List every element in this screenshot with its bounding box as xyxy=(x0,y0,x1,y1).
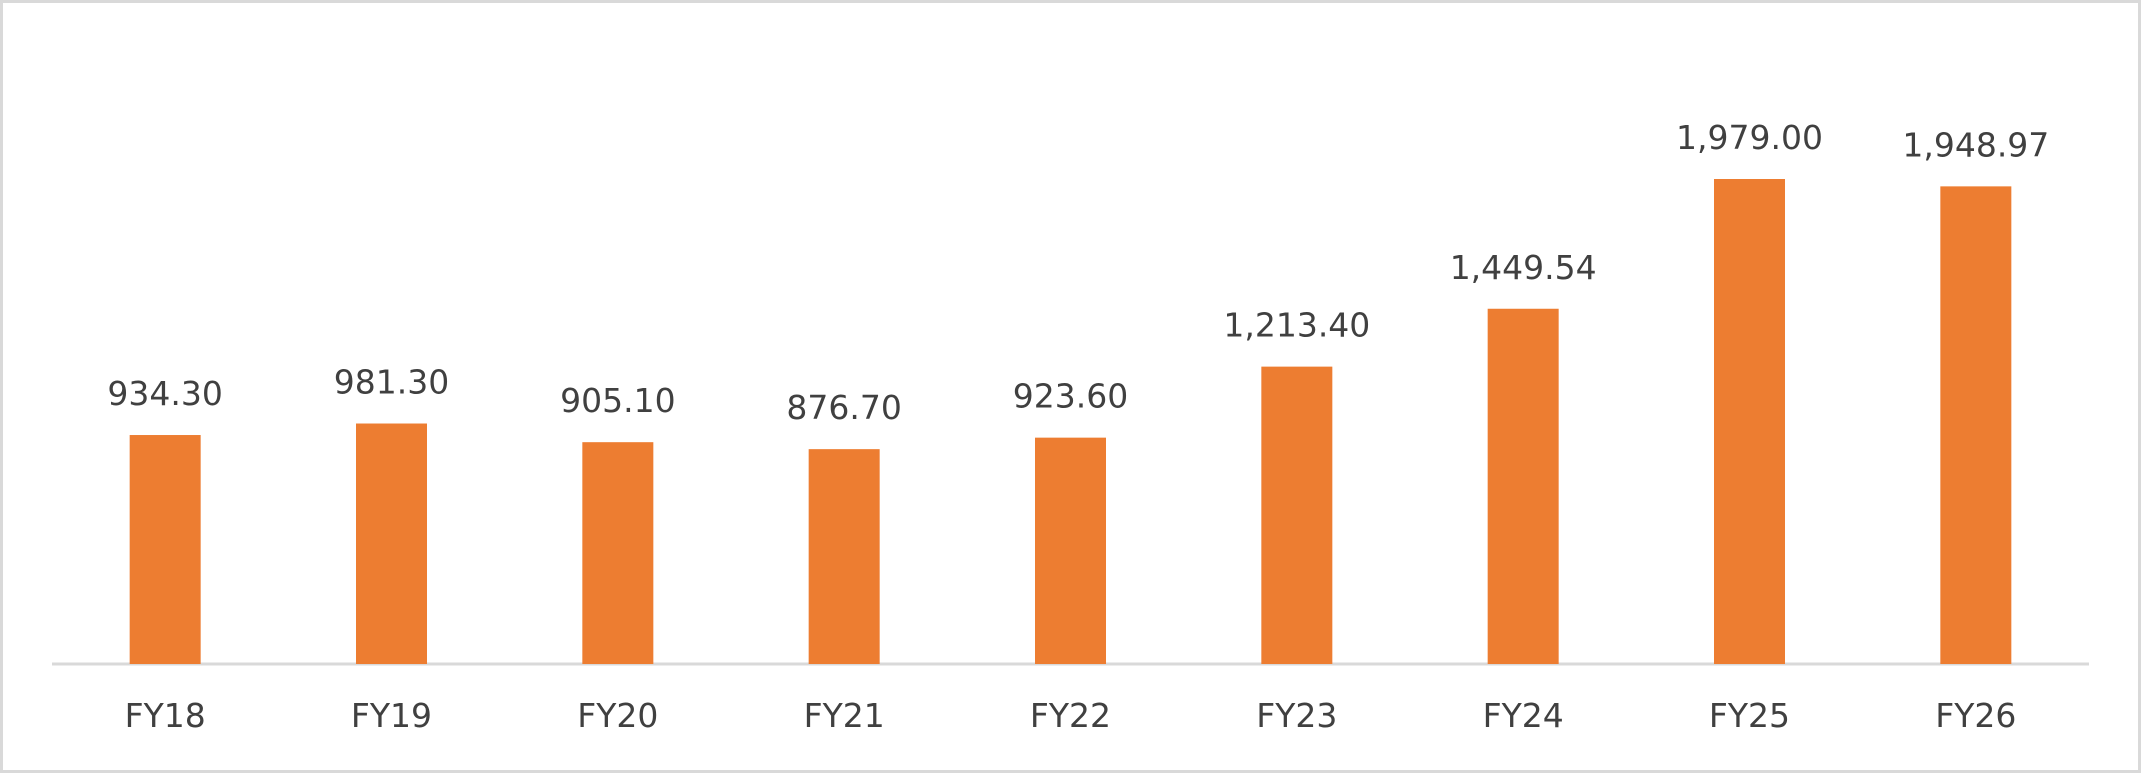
data-label: 1,948.97 xyxy=(1902,125,2049,164)
bar xyxy=(129,435,201,664)
x-tick-label: FY25 xyxy=(1709,696,1790,735)
x-tick-label: FY22 xyxy=(1030,696,1111,735)
data-label: 905.10 xyxy=(560,381,675,420)
data-label: 934.30 xyxy=(107,374,222,413)
x-tick-label: FY19 xyxy=(351,696,432,735)
data-label: 1,449.54 xyxy=(1450,248,1597,287)
bar xyxy=(1940,186,2012,664)
bar xyxy=(582,442,654,664)
data-label: 981.30 xyxy=(334,363,449,402)
bar xyxy=(1035,437,1106,664)
x-tick-label: FY20 xyxy=(577,696,658,735)
data-label: 923.60 xyxy=(1013,377,1128,416)
bar xyxy=(356,423,427,664)
data-label: 1,979.00 xyxy=(1676,118,1823,157)
x-tick-label: FY21 xyxy=(804,696,885,735)
bar xyxy=(1487,308,1559,664)
data-label: 876.70 xyxy=(786,388,901,427)
x-tick-label: FY18 xyxy=(125,696,206,735)
x-tick-label: FY23 xyxy=(1256,696,1337,735)
data-label: 1,213.40 xyxy=(1223,306,1370,345)
x-tick-label: FY26 xyxy=(1935,696,2016,735)
bar xyxy=(808,449,880,664)
bar xyxy=(1714,179,1785,664)
bar xyxy=(1261,366,1333,664)
x-tick-label: FY24 xyxy=(1483,696,1564,735)
